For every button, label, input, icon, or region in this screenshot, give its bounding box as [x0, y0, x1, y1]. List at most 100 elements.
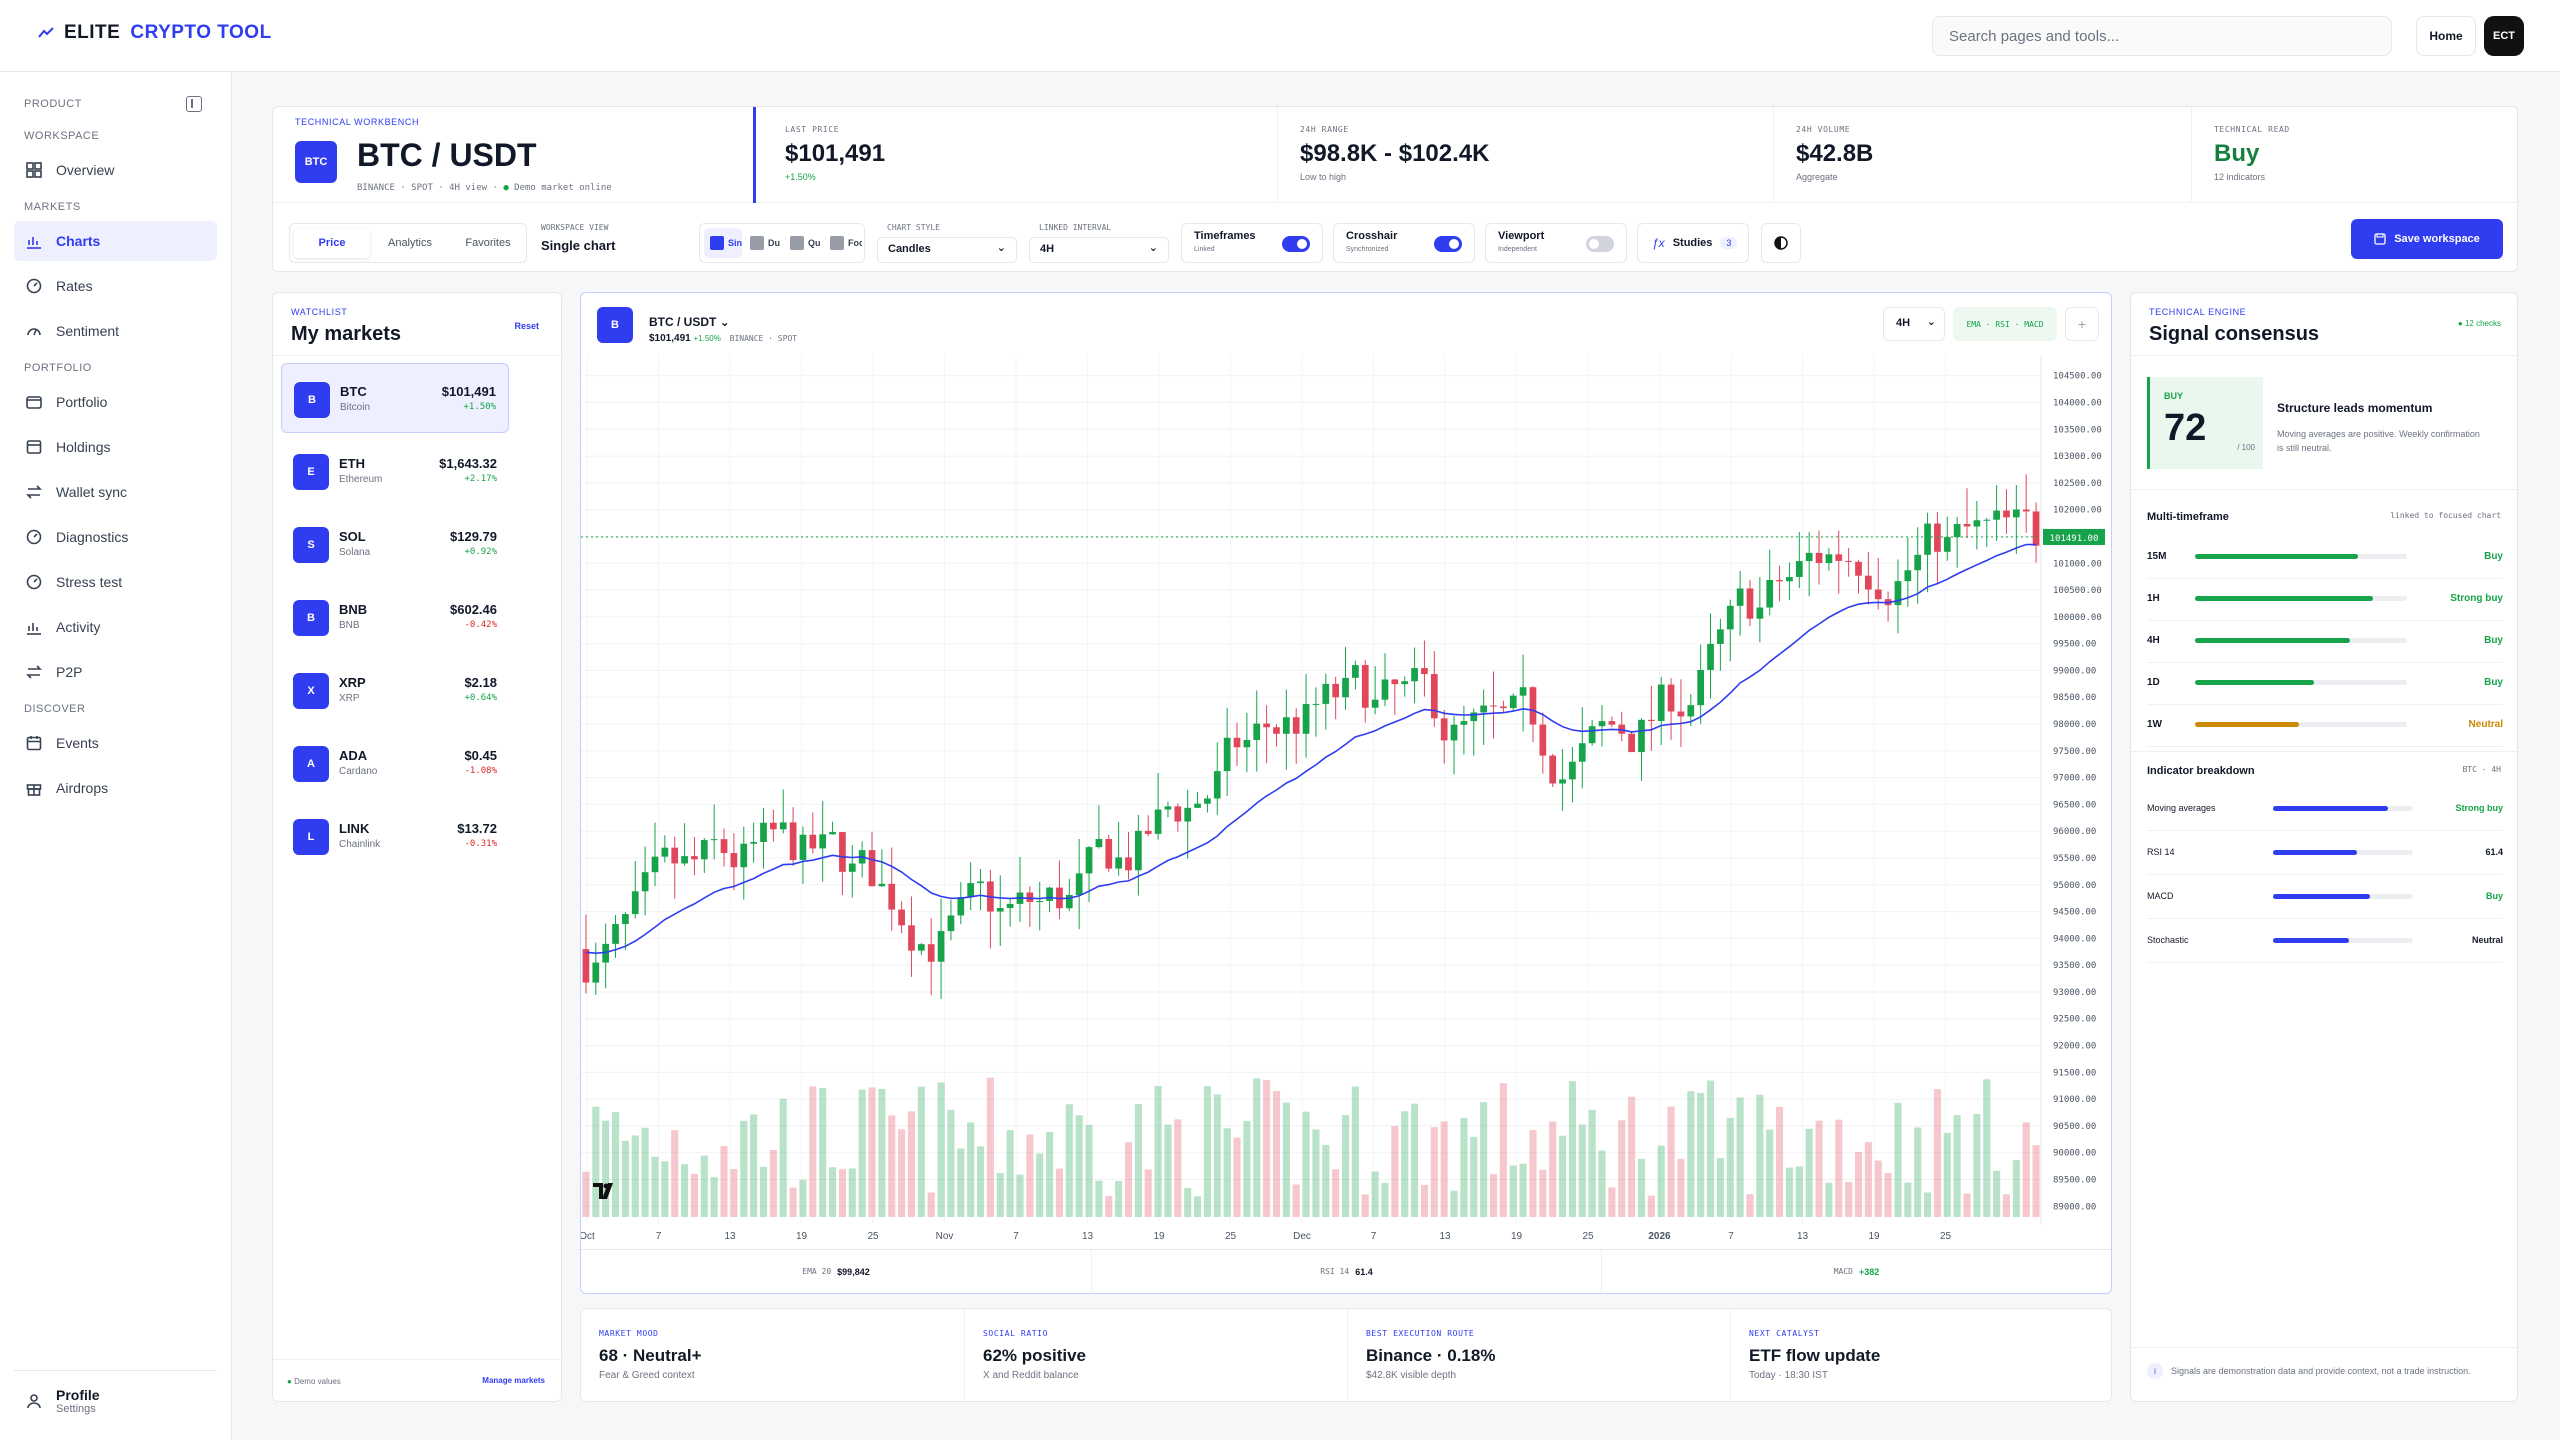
watchlist-item-link[interactable]: L LINK Chainlink $13.72 -0.31%: [281, 801, 509, 871]
candle-body: [996, 908, 1004, 912]
volume-bar: [1973, 1113, 1981, 1217]
brand-logo[interactable]: ELITE CRYPTO TOOL: [38, 22, 272, 44]
toggle-switch[interactable]: [1586, 236, 1614, 252]
kpi-label: 24H VOLUME: [1796, 125, 1851, 134]
sidebar-item-overview[interactable]: Overview: [14, 150, 217, 190]
watchlist-eyebrow: WATCHLIST: [291, 307, 348, 317]
toggle-title: Crosshair: [1346, 230, 1398, 242]
tab-favorites[interactable]: Favorites: [465, 237, 511, 249]
toggle-viewport[interactable]: Viewport Independent: [1485, 223, 1627, 263]
search-input[interactable]: Search pages and tools...: [1932, 16, 2392, 56]
chart-interval-select[interactable]: 4H ⌄: [1883, 307, 1945, 341]
context-card-market-mood[interactable]: MARKET MOOD 68 · Neutral+ Fear & Greed con…: [581, 1309, 964, 1401]
volume-bar: [1450, 1190, 1458, 1217]
sidebar-item-events[interactable]: Events: [14, 723, 217, 763]
candle-body: [1184, 807, 1192, 822]
watchlist-item-xrp[interactable]: X XRP XRP $2.18 +0.64%: [281, 655, 509, 725]
sidebar-item-sentiment[interactable]: Sentiment: [14, 311, 217, 351]
layout-button-qu[interactable]: Qu: [784, 228, 822, 258]
chart-pair-select[interactable]: BTC / USDT ⌄: [649, 315, 730, 329]
ib-title: Indicator breakdown: [2147, 765, 2255, 777]
timeframe-verdict: Strong buy: [2450, 593, 2503, 604]
volume-bar: [1480, 1102, 1488, 1217]
candle-body: [1924, 523, 1931, 555]
candle-body: [819, 834, 827, 849]
layout-button-focu[interactable]: Focu: [824, 228, 862, 258]
volume-bar: [1124, 1142, 1133, 1217]
context-card-best-execution-route[interactable]: BEST EXECUTION ROUTE Binance · 0.18% $42.8…: [1347, 1309, 1730, 1401]
theme-toggle[interactable]: [1761, 223, 1801, 263]
volume-bar: [1341, 1115, 1350, 1217]
sidebar-item-portfolio[interactable]: Portfolio: [14, 382, 217, 422]
sidebar-item-rates[interactable]: Rates: [14, 266, 217, 306]
indicator-bar: [2273, 938, 2413, 943]
candle-body: [1943, 537, 1951, 552]
volume-bar: [1628, 1096, 1636, 1217]
candle-body: [888, 883, 896, 910]
studies-button[interactable]: ƒx Studies 3: [1637, 223, 1749, 263]
volume-bar: [1263, 1079, 1271, 1217]
sidebar-item-diagnostics[interactable]: Diagnostics: [14, 517, 217, 557]
y-tick-label: 100000.00: [2053, 613, 2102, 623]
sidebar-item-p2p[interactable]: P2P: [14, 652, 217, 692]
layout-switcher: Sin Du Qu Focu: [699, 223, 865, 263]
candle-body: [1805, 552, 1813, 562]
volume-bar: [996, 1173, 1004, 1217]
tab-price[interactable]: Price: [294, 228, 370, 258]
sidebar-item-stress-test[interactable]: Stress test: [14, 562, 217, 602]
indicator-bar-fill: [2273, 806, 2388, 811]
wallet-icon: [26, 394, 42, 410]
watchlist-reset-link[interactable]: Reset: [514, 321, 539, 331]
toggle-timeframes[interactable]: Timeframes Linked: [1181, 223, 1323, 263]
volume-bar: [1055, 1168, 1063, 1217]
pair-meta-text: BINANCE · SPOT · 4H view ·: [357, 183, 498, 193]
chart-style-select[interactable]: CHART STYLE Candles ⌄: [877, 223, 1017, 263]
y-tick-label: 103000.00: [2053, 452, 2102, 462]
price-chart[interactable]: 104500.00 104000.00 103500.00 103000.00 1025…: [581, 355, 2111, 1290]
context-card-social-ratio[interactable]: SOCIAL RATIO 62% positive X and Reddit bal…: [964, 1309, 1347, 1401]
watchlist-item-ada[interactable]: A ADA Cardano $0.45 -1.08%: [281, 728, 509, 798]
context-card-next-catalyst[interactable]: NEXT CATALYST ETF flow update Today · 18:3…: [1730, 1309, 2113, 1401]
workspace-view[interactable]: WORKSPACE VIEW Single chart: [541, 223, 615, 253]
timeframe-row-1d: 1D Buy: [2147, 663, 2503, 705]
sidebar-item-airdrops[interactable]: Airdrops: [14, 768, 217, 808]
toggle-sub: Synchronized: [1346, 246, 1389, 253]
volume-bar: [1006, 1130, 1014, 1217]
chart-style-value-text: Candles: [888, 243, 931, 255]
volume-bar: [1499, 1083, 1507, 1217]
sidebar-collapse-icon[interactable]: [186, 96, 202, 112]
volume-bar: [1559, 1135, 1567, 1217]
chart-studies-pill[interactable]: EMA · RSI · MACD: [1953, 307, 2057, 341]
volume-bar: [1716, 1158, 1724, 1217]
toggle-switch[interactable]: [1434, 236, 1462, 252]
volume-bar: [1194, 1196, 1202, 1217]
home-button[interactable]: Home: [2416, 16, 2476, 56]
sidebar-item-wallet-sync[interactable]: Wallet sync: [14, 472, 217, 512]
sidebar-item-activity[interactable]: Activity: [14, 607, 217, 647]
save-workspace-button[interactable]: Save workspace: [2351, 219, 2503, 259]
watchlist-item-btc[interactable]: B BTC Bitcoin $101,491 +1.50%: [281, 363, 509, 433]
watchlist-item-bnb[interactable]: B BNB BNB $602.46 -0.42%: [281, 582, 509, 652]
y-tick-label: 93000.00: [2053, 988, 2096, 998]
sidebar-item-holdings[interactable]: Holdings: [14, 427, 217, 467]
linked-interval-select[interactable]: LINKED INTERVAL 4H ⌄: [1029, 223, 1169, 263]
avatar[interactable]: ECT: [2484, 16, 2524, 56]
volume-bar: [1085, 1124, 1093, 1217]
chart-tools-button[interactable]: +: [2065, 307, 2099, 341]
volume-bar: [2022, 1122, 2030, 1217]
layout-button-sin[interactable]: Sin: [704, 228, 742, 258]
context-label: BEST EXECUTION ROUTE: [1366, 1329, 1475, 1338]
profile-link[interactable]: Profile Settings: [14, 1370, 217, 1420]
toggle-switch[interactable]: [1282, 236, 1310, 252]
volume-bar: [651, 1156, 659, 1217]
volume-bar: [592, 1106, 600, 1217]
watchlist-item-eth[interactable]: E ETH Ethereum $1,643.32 +2.17%: [281, 436, 509, 506]
toggle-crosshair[interactable]: Crosshair Synchronized: [1333, 223, 1475, 263]
signal-panel: TECHNICAL ENGINE Signal consensus ● 12 c…: [2130, 292, 2518, 1402]
layout-button-du[interactable]: Du: [744, 228, 782, 258]
sidebar-item-charts[interactable]: Charts: [14, 221, 217, 261]
toggle-title: Viewport: [1498, 230, 1545, 242]
tab-analytics[interactable]: Analytics: [387, 237, 433, 249]
watchlist-item-sol[interactable]: S SOL Solana $129.79 +0.92%: [281, 509, 509, 579]
manage-markets-link[interactable]: Manage markets: [482, 1376, 545, 1385]
